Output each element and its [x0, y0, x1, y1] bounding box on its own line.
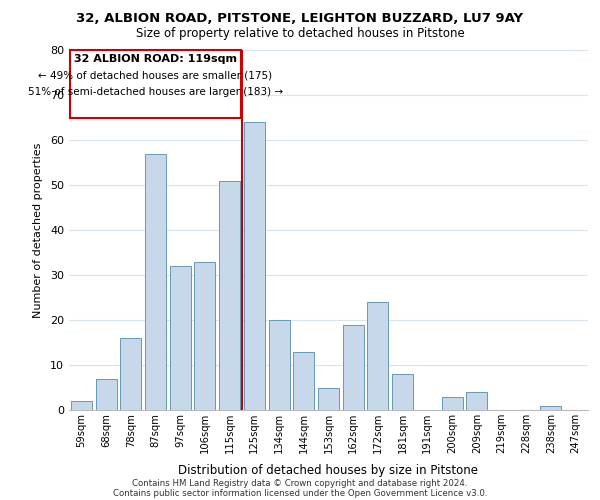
Bar [269, 320, 290, 410]
Bar [219, 180, 240, 410]
Bar [170, 266, 191, 410]
Bar [343, 324, 364, 410]
Bar [541, 406, 562, 410]
Bar [194, 262, 215, 410]
Bar [120, 338, 141, 410]
Bar [95, 378, 116, 410]
Y-axis label: Number of detached properties: Number of detached properties [33, 142, 43, 318]
Bar [318, 388, 339, 410]
Bar [466, 392, 487, 410]
Bar [442, 396, 463, 410]
Bar [244, 122, 265, 410]
Text: 32 ALBION ROAD: 119sqm: 32 ALBION ROAD: 119sqm [74, 54, 237, 64]
Bar [71, 401, 92, 410]
Bar [145, 154, 166, 410]
Bar [70, 50, 241, 117]
Text: Size of property relative to detached houses in Pitstone: Size of property relative to detached ho… [136, 28, 464, 40]
X-axis label: Distribution of detached houses by size in Pitstone: Distribution of detached houses by size … [179, 464, 479, 477]
Text: 51% of semi-detached houses are larger (183) →: 51% of semi-detached houses are larger (… [28, 87, 283, 97]
Bar [293, 352, 314, 410]
Text: ← 49% of detached houses are smaller (175): ← 49% of detached houses are smaller (17… [38, 70, 272, 81]
Text: Contains HM Land Registry data © Crown copyright and database right 2024.: Contains HM Land Registry data © Crown c… [132, 478, 468, 488]
Bar [392, 374, 413, 410]
Text: 32, ALBION ROAD, PITSTONE, LEIGHTON BUZZARD, LU7 9AY: 32, ALBION ROAD, PITSTONE, LEIGHTON BUZZ… [76, 12, 524, 26]
Bar [367, 302, 388, 410]
Text: Contains public sector information licensed under the Open Government Licence v3: Contains public sector information licen… [113, 488, 487, 498]
